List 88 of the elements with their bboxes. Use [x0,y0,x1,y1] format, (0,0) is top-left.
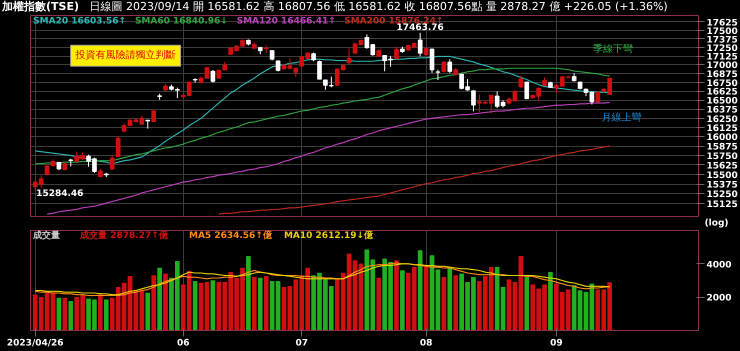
bar [400,270,405,330]
bar [424,266,428,330]
y-tick-label: 15875 [706,142,738,153]
candlestick [329,76,334,88]
bar [210,280,216,330]
y-tick-label: 15500 [706,170,738,181]
y-tick-label: 15125 [706,200,738,210]
y-tick-label: 16000 [706,133,738,144]
bar [62,298,68,330]
candlestick [151,109,156,122]
chart-title: 成交量 [32,230,60,241]
candlestick [210,69,216,84]
text: MA10 2612.19↓億 [284,230,374,241]
bar [548,272,553,330]
x-tick-label: 2023/04/26 [6,338,64,348]
candlestick [270,50,274,62]
bar [157,268,162,330]
text: SMA20 16603.56↑ [33,16,126,27]
y-tick-label: 16125 [706,124,738,134]
candlestick [447,58,452,74]
bar [394,260,399,330]
bar [163,274,168,330]
line-series [218,145,610,215]
y-tick-label: 17375 [706,35,738,46]
x-tick-label: 09 [550,338,563,348]
annotation: 季線下彎 [592,43,633,56]
candlestick [216,69,222,80]
candlestick [418,32,422,57]
bar [98,294,103,330]
candlestick [317,60,322,80]
y-tick-label: 15375 [706,180,738,191]
x-tick-label: 07 [295,338,308,348]
bar [442,276,446,330]
bar [252,276,257,330]
bar [447,268,452,330]
bar [192,281,198,330]
text: (log) [704,218,728,228]
candlestick [436,69,440,80]
y-tick-label: 16875 [706,70,738,80]
bar [418,250,422,330]
bar [68,301,74,330]
bar [145,292,150,330]
y-tick-label: 17250 [706,44,738,54]
candlestick [394,46,399,60]
y-tick-label: 16500 [706,96,738,107]
annotation: 17463.76 [396,22,444,33]
y-tick-label: 17500 [706,26,738,37]
y-tick-label: 16375 [706,106,738,116]
y-tick-label: 16625 [706,88,738,98]
candlestick [116,136,120,158]
candlestick [430,48,434,74]
candlestick [346,48,352,65]
y-tick-label: 4000 [706,260,732,270]
y-tick-label: 2000 [706,294,732,304]
bar [524,276,530,330]
candlestick [276,60,280,72]
text: 成交量 2878.27↑億 [79,230,169,241]
annotation: 15284.46 [36,188,84,199]
candlestick [524,81,530,100]
candlestick [595,91,600,103]
bar [376,278,382,330]
y-tick-label: 17625 [706,18,738,28]
x-tick-label: 06 [177,338,190,348]
annotation: 月線上彎 [602,112,642,124]
candlestick [518,75,524,89]
bar [264,276,269,330]
x-tick-label: 08 [420,338,432,348]
text: MA5 2634.56↑億 [189,230,273,241]
chart-title: 加權指數(TSE) [2,0,79,13]
candlestick [471,90,476,112]
bar [56,298,62,330]
text: SMA120 16466.41↑ [236,16,336,27]
text: SMA60 16840.96↓ [134,16,228,27]
bar [453,275,458,330]
y-tick-label: 15750 [706,152,738,162]
y-tick-label: 16750 [706,78,738,89]
y-tick-label: 15625 [706,161,738,172]
candlestick [323,79,328,90]
y-tick-label: 16250 [706,114,738,125]
bar [104,299,109,330]
bar [151,275,156,330]
chart-subtitle: 日線圖 2023/09/14 開 16581.62 高 16807.56 低 16581.62 收 16807.56點 量 2878.27 億 +226.05 (+1.36%) [89,0,668,13]
y-tick-label: 15250 [706,190,738,200]
y-tick-label: 17000 [706,61,738,72]
candlestick [110,154,115,170]
bar [258,278,263,330]
annotation: 投資有風險請獨立判斷 [74,49,176,62]
bar [246,256,251,330]
